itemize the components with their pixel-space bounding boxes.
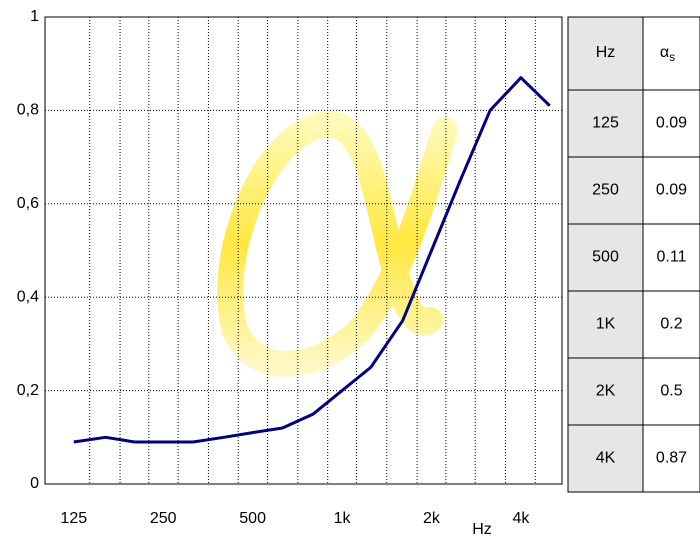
table-cell: 500: [592, 249, 619, 266]
table-cell: 0.5: [660, 383, 682, 400]
table-cell: 0.2: [660, 316, 682, 333]
table-cell: 125: [592, 115, 619, 132]
table-header: αs: [660, 44, 675, 64]
subscript: s: [669, 50, 675, 64]
table-cell: 0.09: [656, 115, 687, 132]
y-tick-label: 0: [30, 475, 39, 492]
y-tick-label: 1: [30, 8, 39, 25]
table-header: Hz: [596, 44, 616, 61]
table-column: [567, 16, 644, 493]
x-tick-label: 4k: [512, 510, 530, 527]
table-cell: 0.09: [656, 182, 687, 199]
x-axis-label: Hz: [472, 521, 492, 538]
table-cell: 0.11: [657, 249, 687, 266]
table-cell: 2K: [596, 383, 616, 400]
x-tick-label: 250: [150, 510, 177, 527]
x-tick-label: 2k: [423, 510, 441, 527]
table-cell: 4K: [596, 450, 616, 467]
table-cell: 250: [592, 182, 619, 199]
plot-area: [45, 16, 562, 485]
plot-border: [44, 16, 563, 485]
y-tick-label: 0,6: [17, 195, 39, 212]
x-tick-label: 125: [60, 510, 87, 527]
table-cell: 1K: [596, 316, 616, 333]
table: [567, 16, 700, 493]
y-tick-label: 0,2: [17, 382, 39, 399]
x-tick-label: 1k: [334, 510, 352, 527]
alpha-watermark: [217, 111, 458, 377]
y-tick-label: 0,8: [17, 102, 39, 119]
line-series: [73, 76, 551, 444]
table-cell: 0.87: [656, 450, 687, 467]
y-tick-label: 0,4: [17, 288, 39, 305]
x-tick-label: 500: [239, 510, 266, 527]
symbol: α: [660, 44, 669, 61]
